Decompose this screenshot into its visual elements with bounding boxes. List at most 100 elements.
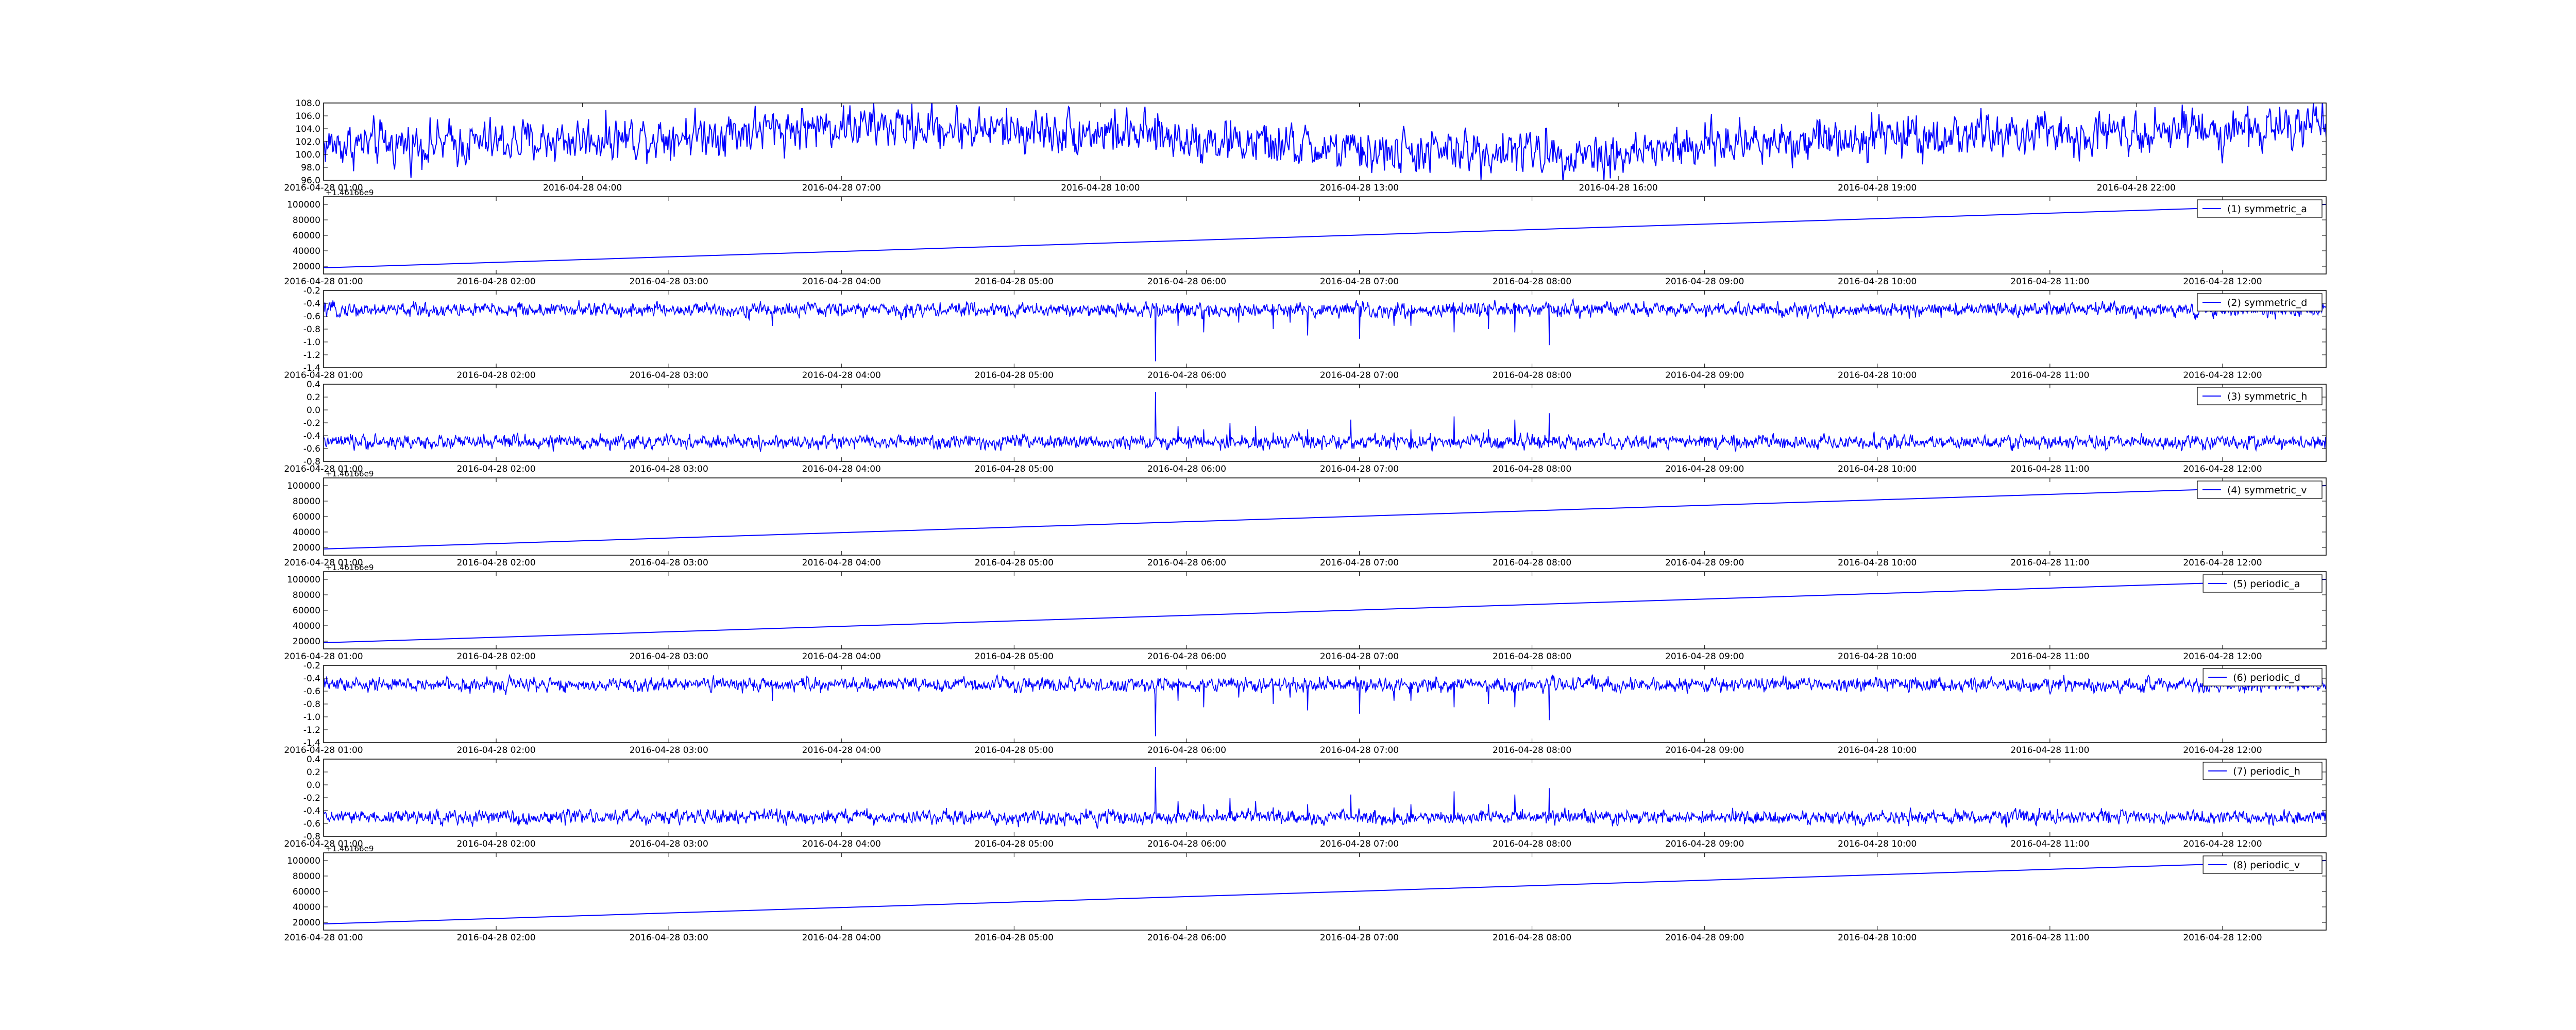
subplot-6: 20000 40000 60000 80000 100000 2016-04-28 01:… (284, 563, 2327, 662)
series-line (324, 485, 2326, 550)
x-tick-label: 2016-04-28 08:00 (1493, 464, 1571, 474)
y-tick-label: -0.2 (303, 286, 320, 296)
y-tick-label: 80000 (293, 215, 320, 226)
y-tick-label: 60000 (293, 887, 320, 897)
x-tick-label: 2016-04-28 04:00 (543, 183, 622, 193)
series-line (324, 860, 2326, 924)
x-tick-label: 2016-04-28 11:00 (2010, 651, 2089, 662)
y-tick-label: 102.0 (295, 137, 320, 147)
x-tick-label: 2016-04-28 02:00 (456, 277, 535, 287)
x-tick-label: 2016-04-28 01:00 (284, 651, 363, 662)
x-tick-label: 2016-04-28 08:00 (1493, 933, 1571, 943)
x-tick-label: 2016-04-28 09:00 (1665, 277, 1744, 287)
x-tick-label: 2016-04-28 01:00 (284, 277, 363, 287)
x-tick-label: 2016-04-28 07:00 (1320, 839, 1399, 849)
legend-label: (5) periodic_a (2233, 578, 2300, 590)
x-tick-label: 2016-04-28 11:00 (2010, 370, 2089, 381)
y-tick-label: 40000 (293, 902, 320, 913)
x-tick-label: 2016-04-28 12:00 (2183, 370, 2262, 381)
x-tick-label: 2016-04-28 04:00 (802, 651, 881, 662)
x-tick-label: 2016-04-28 06:00 (1147, 651, 1226, 662)
x-tick-label: 2016-04-28 11:00 (2010, 277, 2089, 287)
y-tick-label: -0.4 (303, 299, 320, 309)
subplot-2: 20000 40000 60000 80000 100000 2016-04-28 01:… (284, 188, 2327, 287)
legend-label: (4) symmetric_v (2227, 485, 2307, 496)
x-tick-label: 2016-04-28 04:00 (802, 277, 881, 287)
x-tick-label: 2016-04-28 03:00 (630, 745, 708, 756)
x-tick-label: 2016-04-28 11:00 (2010, 558, 2089, 568)
x-tick-label: 2016-04-28 07:00 (1320, 745, 1399, 756)
x-tick-label: 2016-04-28 06:00 (1147, 370, 1226, 381)
y-tick-label: 20000 (293, 543, 320, 553)
y-tick-label: -0.6 (303, 312, 320, 322)
y-tick-label: -1.0 (303, 712, 320, 723)
x-tick-label: 2016-04-28 12:00 (2183, 651, 2262, 662)
series-line (324, 766, 2326, 829)
subplot-3: -1.4 -1.2 -1.0 -0.8 -0.6 -0.4 -0.2 2016-04-28 0… (284, 286, 2327, 381)
x-tick-label: 2016-04-28 04:00 (802, 933, 881, 943)
y-tick-label: 80000 (293, 496, 320, 507)
y-tick-label: 100000 (287, 575, 320, 585)
legend: (4) symmetric_v (2197, 480, 2323, 499)
x-tick-label: 2016-04-28 12:00 (2183, 933, 2262, 943)
legend: (6) periodic_d (2202, 668, 2323, 686)
x-tick-label: 2016-04-28 05:00 (975, 370, 1054, 381)
x-tick-label: 2016-04-28 01:00 (284, 370, 363, 381)
y-tick-label: -0.8 (303, 324, 320, 335)
x-tick-label: 2016-04-28 07:00 (802, 183, 881, 193)
y-tick-label: -0.2 (303, 793, 320, 803)
subplot-1: 96.0 98.0 100.0 102.0 104.0 106.0 108.0 2016-04… (284, 98, 2327, 193)
x-tick-label: 2016-04-28 08:00 (1493, 745, 1571, 756)
y-tick-label: 0.0 (307, 780, 320, 791)
series-line (324, 579, 2326, 643)
x-tick-label: 2016-04-28 10:00 (1838, 933, 1917, 943)
x-tick-label: 2016-04-28 07:00 (1320, 277, 1399, 287)
series-line (324, 298, 2326, 362)
x-tick-label: 2016-04-28 09:00 (1665, 745, 1744, 756)
x-tick-label: 2016-04-28 10:00 (1838, 277, 1917, 287)
y-tick-label: -0.8 (303, 832, 320, 842)
legend-label: (7) periodic_h (2233, 766, 2300, 777)
y-tick-label: 104.0 (295, 124, 320, 134)
x-tick-label: 2016-04-28 01:00 (284, 933, 363, 943)
x-tick-label: 2016-04-28 06:00 (1147, 277, 1226, 287)
legend-label: (2) symmetric_d (2227, 297, 2307, 308)
x-tick-label: 2016-04-28 04:00 (802, 839, 881, 849)
x-tick-label: 2016-04-28 03:00 (630, 370, 708, 381)
y-tick-label: 108.0 (295, 98, 320, 109)
y-tick-label: -0.4 (303, 674, 320, 684)
subplot-7: -1.4 -1.2 -1.0 -0.8 -0.6 -0.4 -0.2 2016-04-28 0… (284, 661, 2327, 756)
x-tick-label: 2016-04-28 08:00 (1493, 839, 1571, 849)
x-tick-label: 2016-04-28 03:00 (630, 277, 708, 287)
axis-offset-label: +1.46166e9 (326, 188, 374, 197)
x-tick-label: 2016-04-28 03:00 (630, 651, 708, 662)
x-tick-label: 2016-04-28 02:00 (456, 370, 535, 381)
x-tick-label: 2016-04-28 04:00 (802, 464, 881, 474)
x-tick-label: 2016-04-28 07:00 (1320, 558, 1399, 568)
x-tick-label: 2016-04-28 22:00 (2097, 183, 2176, 193)
x-tick-label: 2016-04-28 08:00 (1493, 558, 1571, 568)
subplot-5: 20000 40000 60000 80000 100000 2016-04-28 01:… (284, 469, 2327, 568)
x-tick-label: 2016-04-28 01:00 (284, 558, 363, 568)
series-line (324, 103, 2326, 180)
x-tick-label: 2016-04-28 05:00 (975, 558, 1054, 568)
y-tick-label: 60000 (293, 606, 320, 616)
x-tick-label: 2016-04-28 13:00 (1320, 183, 1399, 193)
x-tick-label: 2016-04-28 11:00 (2010, 933, 2089, 943)
x-tick-label: 2016-04-28 10:00 (1838, 745, 1917, 756)
axis-offset-label: +1.46166e9 (326, 469, 374, 478)
y-tick-label: -0.2 (303, 661, 320, 671)
x-tick-label: 2016-04-28 07:00 (1320, 370, 1399, 381)
x-tick-label: 2016-04-28 01:00 (284, 839, 363, 849)
y-tick-label: 100000 (287, 481, 320, 491)
y-tick-label: -0.2 (303, 418, 320, 428)
y-tick-label: -0.6 (303, 686, 320, 697)
y-tick-label: 100000 (287, 200, 320, 210)
x-tick-label: 2016-04-28 01:00 (284, 464, 363, 474)
x-tick-label: 2016-04-28 09:00 (1665, 370, 1744, 381)
x-tick-label: 2016-04-28 02:00 (456, 651, 535, 662)
subplot-4: -0.8 -0.6 -0.4 -0.2 0.0 0.2 0.4 2016-04-28 01:0… (284, 380, 2327, 474)
x-tick-label: 2016-04-28 12:00 (2183, 745, 2262, 756)
x-tick-label: 2016-04-28 02:00 (456, 745, 535, 756)
